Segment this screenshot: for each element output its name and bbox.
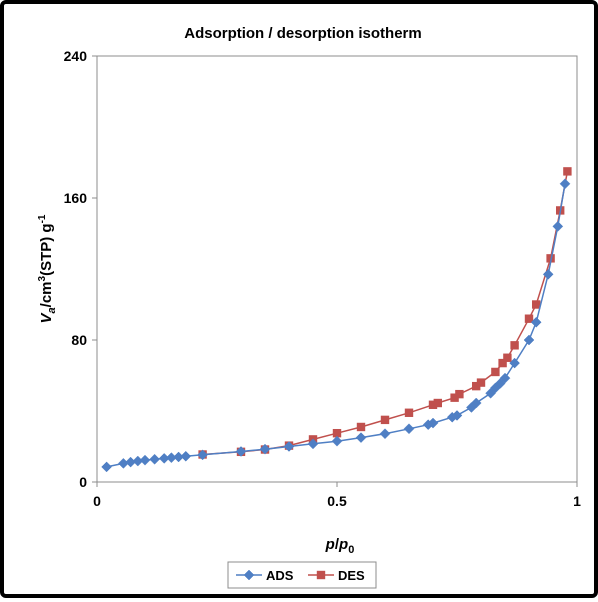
data-point-ads [379, 428, 391, 440]
data-point-des [503, 353, 512, 362]
legend-item-des: DES [308, 568, 365, 583]
data-point-ads [307, 438, 319, 450]
data-point-des [476, 378, 486, 387]
data-point-ads [470, 397, 482, 409]
legend-label: ADS [266, 568, 294, 583]
plot-border [96, 55, 578, 483]
plot-area [96, 55, 578, 483]
data-point-ads [523, 334, 535, 346]
x-tick-label: 0 [93, 493, 101, 509]
data-point-des [404, 408, 414, 417]
data-point-des [524, 314, 534, 323]
data-point-des [356, 422, 366, 432]
data-point-ads [403, 423, 415, 435]
data-point-ads [149, 453, 160, 465]
data-point-des [332, 428, 342, 438]
data-point-ads [101, 461, 112, 473]
x-axis-label: p/p0 [325, 536, 355, 556]
data-point-des [532, 300, 541, 309]
series-des [198, 167, 572, 459]
data-point-ads [197, 449, 208, 461]
x-axis-label-sep: / [335, 536, 340, 553]
data-point-ads [509, 357, 520, 369]
data-point-des [428, 400, 438, 409]
data-point-ads [283, 441, 295, 452]
data-point-ads [427, 417, 439, 429]
data-point-des [455, 389, 464, 399]
data-point-des [433, 398, 442, 408]
legend: ADS DES [227, 561, 377, 589]
y-axis-label-unit: (STP) g [38, 223, 55, 276]
y-axis-label-sub: a [46, 307, 58, 313]
data-point-des [380, 415, 390, 425]
data-point-ads [559, 178, 571, 190]
y-axis-label-sup2: -1 [37, 214, 48, 223]
data-point-des [450, 393, 459, 402]
data-point-ads [139, 454, 151, 466]
legend-label: DES [338, 568, 365, 583]
x-tick-label: 0.5 [327, 493, 347, 509]
data-point-ads [235, 446, 247, 457]
y-tick-label: 80 [71, 332, 87, 348]
data-point-des [491, 367, 500, 377]
x-axis-label-sub: 0 [348, 544, 354, 556]
y-axis-label-mid: /cm [38, 281, 55, 307]
y-tick-label: 160 [64, 190, 88, 206]
series-line-des [202, 171, 569, 456]
data-point-ads [331, 435, 343, 447]
data-point-des [498, 358, 507, 368]
legend-swatch-marker [316, 570, 326, 580]
y-axis-label: Va/cm3(STP) g-1 [37, 214, 58, 323]
x-axis-label-sym: p [338, 536, 348, 553]
series-layer [101, 167, 572, 473]
data-point-ads [552, 221, 564, 232]
data-point-des [546, 254, 555, 263]
data-point-ads [530, 316, 542, 328]
series-line-ads [106, 183, 566, 468]
axes: 0 0.5 1 0 80 160 240 [64, 48, 581, 509]
data-point-ads [451, 410, 463, 421]
data-point-ads [499, 372, 511, 384]
legend-swatch-marker [243, 569, 255, 581]
x-tick-label: 1 [573, 493, 581, 509]
series-ads [101, 178, 571, 473]
y-tick-label: 0 [79, 474, 87, 490]
data-point-des [472, 381, 481, 391]
legend-item-ads: ADS [236, 568, 294, 583]
data-point-des [510, 341, 519, 350]
data-point-ads [180, 450, 192, 462]
y-axis-label-sym: V [38, 311, 55, 323]
chart-title: Adsorption / desorption isotherm [184, 25, 422, 42]
data-point-des [563, 167, 572, 176]
chart-svg: Adsorption / desorption isotherm 0 0.5 1 0 8… [37, 25, 581, 589]
y-axis-label-sup1: 3 [37, 275, 48, 281]
x-axis-label-base: p [325, 536, 335, 553]
data-point-ads [542, 268, 554, 280]
y-tick-label: 240 [64, 48, 88, 64]
data-point-ads [259, 443, 271, 455]
data-point-ads [355, 432, 367, 443]
